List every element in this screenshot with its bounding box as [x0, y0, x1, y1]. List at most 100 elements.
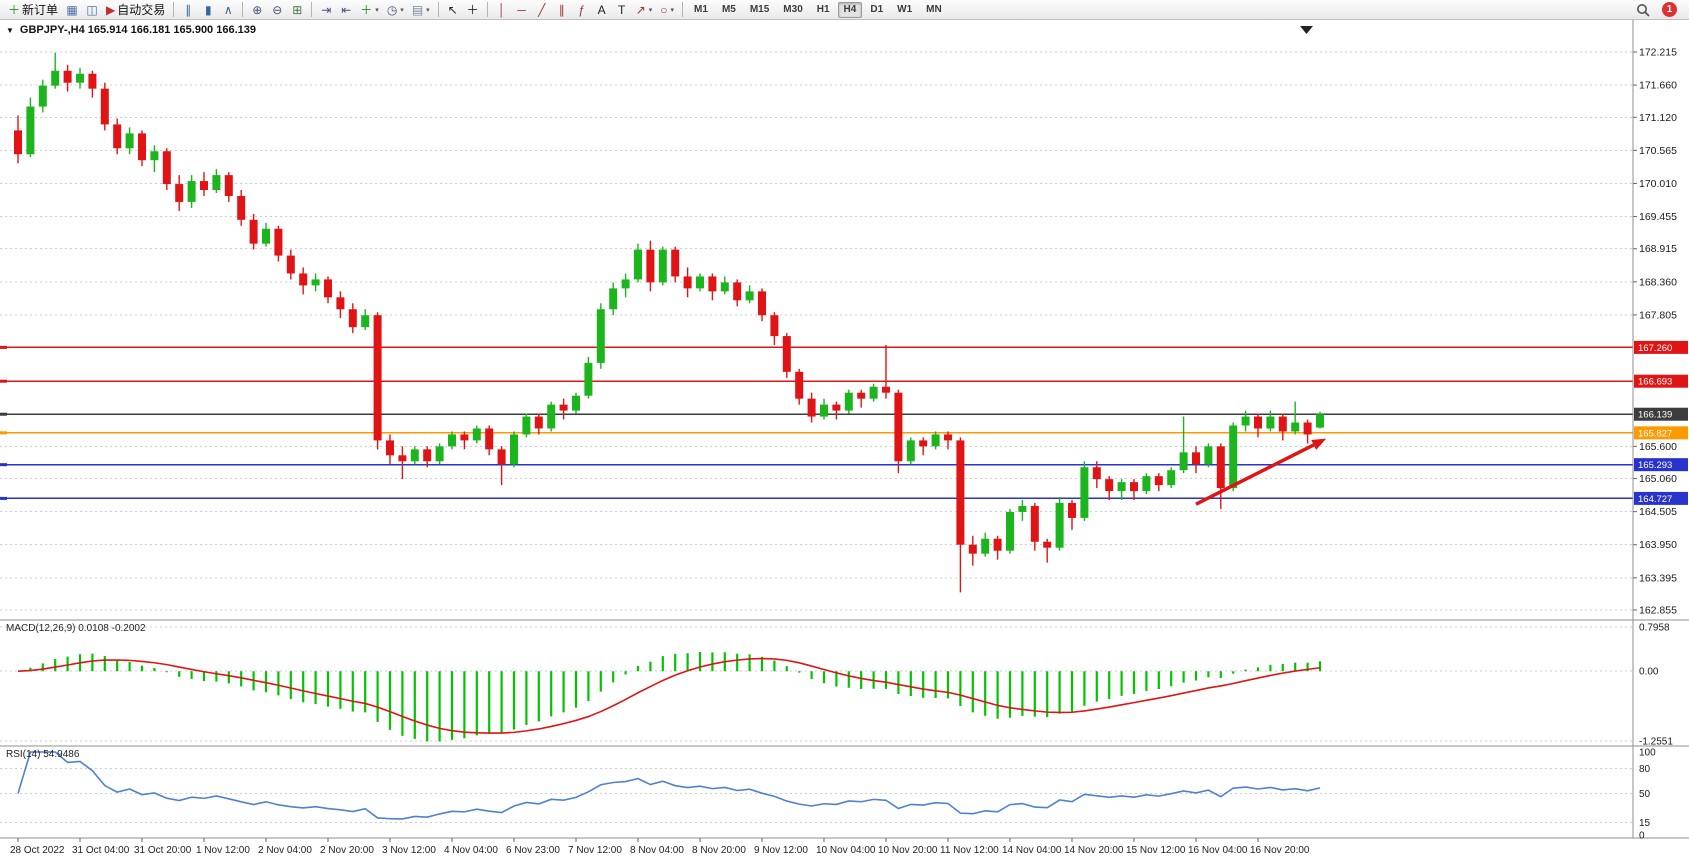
zoom-out-button[interactable]: ⊖ — [267, 1, 287, 19]
chart-background — [0, 20, 1689, 863]
cursor-button[interactable]: ↖ — [443, 1, 463, 19]
resistance-line-2-anchor — [0, 379, 7, 383]
crosshair-button[interactable]: ＋ — [463, 1, 483, 19]
time-tick-label: 11 Nov 12:00 — [940, 845, 999, 856]
price-tick-label: 165.060 — [1639, 473, 1677, 485]
rsi-tick-label: 0 — [1639, 831, 1645, 842]
rsi-tick-label: 15 — [1639, 818, 1651, 829]
price-tick-label: 170.565 — [1639, 145, 1677, 157]
indicators-button[interactable]: ＋ ▾ — [356, 1, 383, 19]
price-tick-label: 162.855 — [1639, 605, 1677, 617]
time-tick-label: 8 Nov 20:00 — [692, 845, 746, 856]
time-tick-label: 2 Nov 04:00 — [258, 845, 312, 856]
rsi-tick-label: 50 — [1639, 789, 1651, 800]
main-grid — [0, 51, 1633, 611]
price-tick-label: 171.660 — [1639, 80, 1677, 92]
time-tick-label: 8 Nov 04:00 — [630, 845, 684, 856]
timeframe-d1-button[interactable]: D1 — [870, 4, 884, 15]
bar-chart-button[interactable]: ∥ — [178, 1, 198, 19]
tile-windows-button[interactable]: ⊞ — [287, 1, 307, 19]
time-tick-label: 16 Nov 20:00 — [1250, 845, 1310, 856]
trendline-button[interactable]: ╱ — [532, 1, 552, 19]
trendline-icon: ╱ — [538, 2, 546, 17]
text-icon: A — [597, 2, 606, 17]
toolbar-separator — [242, 2, 244, 17]
timeframe-m30-button[interactable]: M30 — [783, 4, 803, 15]
vertical-line-button[interactable]: │ — [492, 1, 512, 19]
toolbar-separator — [486, 2, 488, 17]
periods-button[interactable]: ◷ ▾ — [383, 1, 408, 19]
autotrading-button[interactable]: ▶ 自动交易 — [102, 1, 169, 19]
candlestick-chart-button[interactable]: ▮ — [198, 1, 218, 19]
price-tick-label: 168.915 — [1639, 243, 1677, 255]
line-chart-icon: ∧ — [223, 2, 233, 17]
resistance-line-2-price-tag-label: 166.693 — [1638, 377, 1672, 388]
symbol-ohlc-label: GBPJPY-,H4 165.914 166.181 165.900 166.1… — [19, 24, 256, 36]
toolbar-separator — [173, 2, 175, 17]
fibonacci-button[interactable]: ƒ — [572, 1, 592, 19]
macd-tick-label: -1.2551 — [1639, 737, 1673, 748]
arrows-button[interactable]: ↗ ▾ — [632, 1, 657, 19]
search-button[interactable] — [1632, 1, 1654, 19]
timeframe-h4-button[interactable]: H4 — [837, 1, 863, 18]
price-axis[interactable]: 172.215 171.660 171.120 170.565 170.010 169.4… — [1633, 47, 1688, 842]
timeframe-mn-button[interactable]: MN — [926, 4, 942, 15]
zoom-in-button[interactable]: ⊕ — [247, 1, 267, 19]
chart-header: ▼ GBPJPY-,H4 165.914 166.181 165.900 166… — [6, 24, 256, 36]
text-label-icon: T — [618, 2, 626, 17]
horizontal-level-lines[interactable] — [0, 345, 1633, 500]
market-watch-button[interactable]: ◫ — [82, 1, 102, 19]
new-chart-button[interactable]: ▦ — [62, 1, 82, 19]
zoom-out-icon: ⊖ — [272, 2, 283, 17]
auto-scroll-button[interactable]: ⇥ — [316, 1, 336, 19]
autotrading-icon: ▶ — [106, 2, 116, 17]
horizontal-line-button[interactable]: ─ — [512, 1, 532, 19]
notification-badge[interactable]: 1 — [1662, 2, 1677, 17]
time-tick-label: 14 Nov 04:00 — [1002, 845, 1062, 856]
dropdown-arrow-icon: ▾ — [648, 6, 653, 14]
price-tick-label: 165.600 — [1639, 441, 1677, 453]
time-tick-label: 1 Nov 12:00 — [196, 845, 250, 856]
text-button[interactable]: A — [592, 1, 612, 19]
trend-arrow[interactable] — [1195, 438, 1327, 506]
arrows-icon: ↗ — [635, 2, 646, 17]
rsi-tick-label: 80 — [1639, 764, 1651, 775]
shapes-button[interactable]: ○ ▾ — [656, 1, 678, 19]
price-tick-label: 170.010 — [1639, 178, 1677, 190]
text-label-button[interactable]: T — [612, 1, 632, 19]
pivot-line-price-tag-label: 165.827 — [1638, 428, 1672, 439]
time-tick-label: 31 Oct 04:00 — [72, 845, 130, 856]
templates-button[interactable]: ▤ ▾ — [408, 1, 434, 19]
resistance-line-1-price-tag — [1634, 340, 1688, 354]
time-tick-label: 3 Nov 12:00 — [382, 845, 436, 856]
search-icon — [1637, 3, 1650, 17]
crosshair-icon: ＋ — [466, 2, 479, 17]
support-line-2-price-tag-label: 164.727 — [1638, 494, 1672, 505]
timeframe-m5-button[interactable]: M5 — [721, 4, 736, 15]
price-tick-label: 172.215 — [1639, 47, 1677, 59]
chart-shift-marker[interactable] — [1300, 26, 1313, 34]
current-price-line-price-tag-label: 166.139 — [1638, 410, 1672, 421]
channel-button[interactable]: ∥ — [552, 1, 572, 19]
timeframe-m15-button[interactable]: M15 — [749, 4, 770, 15]
one-click-trading-toggle-icon[interactable]: ▼ — [6, 25, 14, 35]
vertical-line-icon: │ — [497, 2, 506, 17]
chart-shift-button[interactable]: ⇤ — [336, 1, 356, 19]
candlestick-series — [14, 52, 1324, 593]
new-order-button[interactable]: ＋新订单 — [4, 1, 62, 19]
timeframe-m1-button[interactable]: M1 — [694, 4, 708, 15]
current-price-line-price-tag — [1634, 407, 1688, 421]
time-tick-label: 31 Oct 20:00 — [134, 845, 192, 856]
support-line-2-anchor — [0, 496, 7, 500]
timeframe-h1-button[interactable]: H1 — [816, 4, 830, 15]
support-line-2-price-tag — [1634, 491, 1688, 505]
channel-icon: ∥ — [558, 2, 565, 17]
current-price-line-anchor — [0, 412, 7, 416]
timeframe-w1-button[interactable]: W1 — [897, 4, 913, 15]
time-tick-label: 6 Nov 23:00 — [506, 845, 560, 856]
time-axis[interactable]: 28 Oct 2022 31 Oct 04:00 31 Oct 20:00 1 Nov… — [10, 838, 1310, 856]
rsi-indicator-label: RSI(14) 54.9486 — [6, 749, 80, 760]
line-chart-button[interactable]: ∧ — [218, 1, 238, 19]
